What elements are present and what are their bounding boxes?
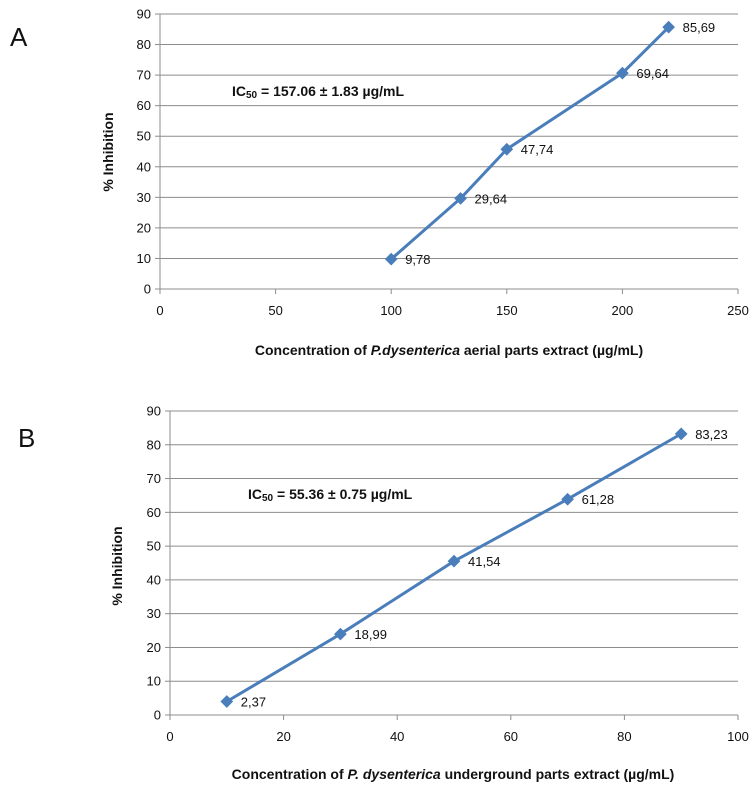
data-point bbox=[500, 142, 514, 156]
panel-label-a: A bbox=[10, 22, 28, 52]
x-axis-title-part: P. dysenterica bbox=[348, 766, 441, 782]
x-tick-label: 80 bbox=[617, 729, 631, 744]
data-label: 61,28 bbox=[582, 492, 615, 507]
x-tick-label: 150 bbox=[496, 303, 518, 318]
x-tick-label: 100 bbox=[727, 729, 749, 744]
y-tick-label: 30 bbox=[137, 190, 151, 205]
y-tick-label: 70 bbox=[137, 68, 151, 83]
data-point bbox=[561, 492, 574, 506]
data-label: 18,99 bbox=[354, 627, 387, 642]
x-tick-label: 60 bbox=[504, 729, 518, 744]
data-point bbox=[384, 252, 398, 266]
y-tick-label: 10 bbox=[147, 674, 161, 689]
chart-panel-a: A 0 10 20 30 40 50 60 70 80 90 0 50 100 150 200 250 % In… bbox=[0, 0, 754, 370]
y-tick-label: 0 bbox=[154, 708, 161, 723]
y-tick-label: 60 bbox=[137, 98, 151, 113]
x-axis-title-part: underground parts extract (µg/mL) bbox=[441, 766, 675, 782]
y-tick-label: 90 bbox=[137, 7, 151, 22]
x-axis-title: Concentration of P.dysenterica aerial pa… bbox=[255, 342, 643, 358]
data-label: 85,69 bbox=[683, 20, 716, 35]
x-tick-label: 200 bbox=[612, 303, 634, 318]
data-point bbox=[334, 627, 347, 641]
data-label: 29,64 bbox=[475, 191, 508, 206]
ic50-annotation-subscript: 50 bbox=[246, 90, 258, 101]
chart-b-svg: 0 10 20 30 40 50 60 70 80 90 0 20 40 60 80 100 % Inhibit… bbox=[109, 404, 749, 783]
y-tick-label: 70 bbox=[147, 471, 161, 486]
y-tick-label: 20 bbox=[137, 220, 151, 235]
data-label: 2,37 bbox=[241, 694, 266, 709]
ic50-annotation-part: IC bbox=[232, 83, 246, 99]
x-axis-title: Concentration of P. dysenterica undergro… bbox=[232, 766, 675, 782]
data-point bbox=[447, 554, 461, 568]
y-tick-label: 0 bbox=[144, 282, 151, 297]
x-axis-title-part: P.dysenterica bbox=[371, 342, 460, 358]
ic50-annotation-part: = 55.36 ± 0.75 µg/mL bbox=[273, 486, 413, 502]
data-label: 9,78 bbox=[405, 252, 430, 267]
y-tick-label: 80 bbox=[147, 437, 161, 452]
y-tick-label: 80 bbox=[137, 37, 151, 52]
x-tick-label: 50 bbox=[268, 303, 282, 318]
ic50-annotation: IC50 = 55.36 ± 0.75 µg/mL bbox=[248, 486, 413, 504]
y-tick-label: 10 bbox=[137, 251, 151, 266]
y-tick-label: 40 bbox=[147, 572, 161, 587]
panel-label-b: B bbox=[18, 423, 36, 453]
ic50-annotation-subscript: 50 bbox=[262, 493, 274, 504]
x-axis-title-part: Concentration of bbox=[255, 342, 371, 358]
data-label: 83,23 bbox=[695, 427, 728, 442]
ic50-annotation: IC50 = 157.06 ± 1.83 µg/mL bbox=[232, 83, 404, 101]
x-axis-title-part: Concentration of bbox=[232, 766, 348, 782]
x-axis-title-part: aerial parts extract (µg/mL) bbox=[460, 342, 643, 358]
chart-panel-b: B 0 10 20 30 40 50 60 70 80 90 0 20 40 60 80 100 % Inhib… bbox=[0, 393, 754, 787]
x-tick-label: 0 bbox=[166, 729, 173, 744]
x-tick-label: 40 bbox=[390, 729, 404, 744]
data-label: 41,54 bbox=[468, 554, 501, 569]
ic50-annotation-part: = 157.06 ± 1.83 µg/mL bbox=[257, 83, 404, 99]
data-point bbox=[454, 192, 467, 205]
y-tick-label: 30 bbox=[147, 606, 161, 621]
y-tick-label: 50 bbox=[137, 129, 151, 144]
y-tick-label: 40 bbox=[137, 159, 151, 174]
x-tick-label: 250 bbox=[727, 303, 749, 318]
y-tick-label: 50 bbox=[147, 539, 161, 554]
data-label: 47,74 bbox=[521, 142, 554, 157]
x-tick-label: 100 bbox=[380, 303, 402, 318]
y-tick-label: 90 bbox=[147, 404, 161, 419]
data-point bbox=[220, 695, 234, 708]
chart-a-svg: 0 10 20 30 40 50 60 70 80 90 0 50 100 150 200 250 % Inhi… bbox=[100, 7, 749, 359]
series-line bbox=[226, 432, 682, 703]
x-tick-label: 0 bbox=[156, 303, 163, 318]
y-axis-title: % Inhibition bbox=[100, 112, 116, 191]
y-axis-title: % Inhibition bbox=[109, 526, 125, 605]
data-label: 69,64 bbox=[636, 66, 669, 81]
ic50-annotation-part: IC bbox=[248, 486, 262, 502]
y-tick-label: 60 bbox=[147, 505, 161, 520]
data-point bbox=[674, 427, 688, 441]
x-tick-label: 20 bbox=[276, 729, 290, 744]
y-tick-label: 20 bbox=[147, 640, 161, 655]
